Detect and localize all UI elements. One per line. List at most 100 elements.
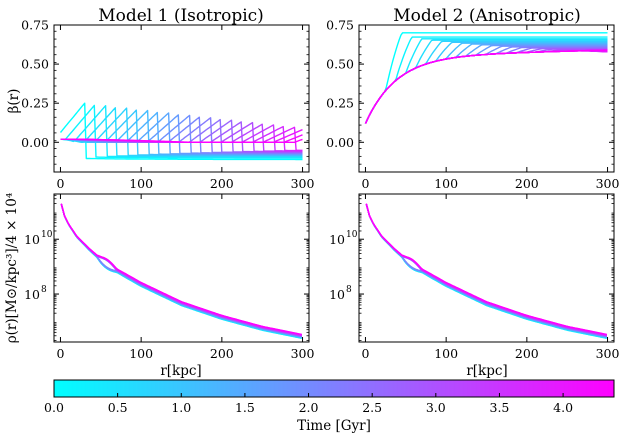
density-curve-model-2 [365,203,607,337]
colorbar-tick-label: 4.0 [553,400,573,415]
x-tick-label: 0 [56,176,64,191]
x-tick-label: 200 [515,176,539,191]
colorbar-tick-label: 0.5 [108,400,128,415]
axes-frame-model-2-density [358,193,615,343]
beta-curve-model-2 [364,46,608,124]
density-curve-model-1 [60,203,302,336]
density-curve-model-2 [365,203,607,339]
axes-frame-model-1-density [53,193,310,343]
density-curves-model-1 [60,203,302,339]
density-curve-model-1 [60,203,302,338]
colorbar-label: Time [Gyr] [297,418,371,434]
y-tick-label: 0.75 [326,18,354,33]
density-curve-model-2 [365,203,607,338]
x-tick-label: 100 [434,346,458,361]
beta-curves-model-2 [364,32,608,124]
x-tick-label: 200 [515,346,539,361]
density-curve-model-2 [365,203,607,338]
density-curve-model-1 [60,203,302,338]
colorbar-tick-label: 2.5 [362,400,382,415]
y-tick-label: 10 [24,232,40,247]
density-curve-model-1 [60,203,302,339]
panel-model-1-beta: 0 100 200 300 0.00 0.25 0.50 0.75 [21,18,314,192]
colorbar-tick-label: 2.0 [299,400,319,415]
beta-curve-model-1 [60,109,303,157]
density-curve-model-1 [60,203,302,339]
colorbar-tick-label: 1.5 [235,400,255,415]
colorbar-tick-label: 0.0 [44,400,64,415]
density-curve-model-1 [60,203,302,336]
density-curve-model-2 [365,203,607,337]
y-tick-exponent: 8 [41,285,47,295]
beta-curve-model-2 [364,42,608,124]
density-curve-model-1 [60,203,302,336]
y-tick-label: 0.00 [21,135,49,150]
density-curve-model-2 [365,203,607,337]
axes-frame-model-2-beta [358,24,615,173]
density-curve-model-2 [365,203,607,337]
colorbar-tick-label: 3.0 [426,400,446,415]
density-curve-model-1 [60,203,302,339]
density-curve-model-1 [60,203,302,337]
density-curve-model-1 [60,203,302,337]
ticks-model-1-beta: 0 100 200 300 0.00 0.25 0.50 0.75 [21,18,314,192]
colorbar-ticks: 0.0 0.5 1.0 1.5 2.0 2.5 3.0 3.5 4.0 [44,393,573,415]
x-tick-label: 100 [129,176,153,191]
density-curve-model-2 [365,203,607,337]
beta-curve-model-1 [60,112,303,156]
density-curve-model-1 [60,203,302,336]
density-curve-model-1 [60,203,302,337]
x-tick-label: 300 [291,346,315,361]
colorbar-gradient [53,379,615,398]
beta-curve-model-1 [60,138,303,143]
density-curve-model-2 [365,203,607,339]
density-curve-model-1 [60,203,302,337]
panel-title-model-2: Model 2 (Anisotropic) [393,6,581,26]
density-curve-model-1 [60,203,302,337]
x-tick-label: 200 [210,346,234,361]
colorbar: 0.0 0.5 1.0 1.5 2.0 2.5 3.0 3.5 4.0 Time [Gyr] [44,379,615,434]
density-curve-model-2 [365,203,607,336]
density-curve-model-1 [60,203,302,338]
x-tick-label: 0 [56,346,64,361]
density-curve-model-1 [60,203,302,336]
y-tick-label: 0.75 [21,18,49,33]
density-curve-model-1 [60,203,302,338]
beta-curve-model-1 [60,109,303,156]
density-curve-model-2 [365,203,607,339]
beta-curve-model-1 [60,111,303,156]
y-tick-exponent: 10 [41,230,53,240]
density-curve-model-1 [60,203,302,339]
x-tick-label: 300 [291,176,315,191]
y-tick-exponent: 8 [346,285,352,295]
beta-curve-model-2 [364,49,608,124]
density-curve-model-1 [60,203,302,336]
beta-curve-model-2 [364,36,608,124]
density-curve-model-2 [365,203,607,339]
colorbar-tick-label: 3.5 [490,400,510,415]
density-curve-model-1 [60,203,302,339]
density-curve-model-2 [365,203,607,336]
density-curves-model-2 [365,203,607,339]
ylabel-density: ρ(r)[M⊙/kpc³]/4 × 10⁴ [4,193,20,344]
y-tick-label: 0.00 [326,135,354,150]
y-tick-label: 10 [329,232,345,247]
colorbar-tick-label: 1.0 [171,400,191,415]
beta-curve-model-2 [364,45,608,124]
beta-curve-model-1 [60,121,303,153]
ylabel-beta: β(r) [6,89,22,114]
beta-curve-model-1 [59,102,303,161]
x-tick-label: 0 [361,346,369,361]
beta-curve-model-2 [364,44,608,124]
density-curve-model-2 [365,203,607,337]
y-tick-label: 0.25 [326,96,354,111]
beta-curve-model-1 [60,121,303,153]
density-curve-model-1 [60,203,302,338]
density-curve-model-2 [365,203,607,338]
y-tick-label: 0.50 [21,57,49,72]
x-tick-label: 200 [210,176,234,191]
density-curve-model-2 [365,203,607,338]
axes-frame-model-1-beta [53,24,310,173]
